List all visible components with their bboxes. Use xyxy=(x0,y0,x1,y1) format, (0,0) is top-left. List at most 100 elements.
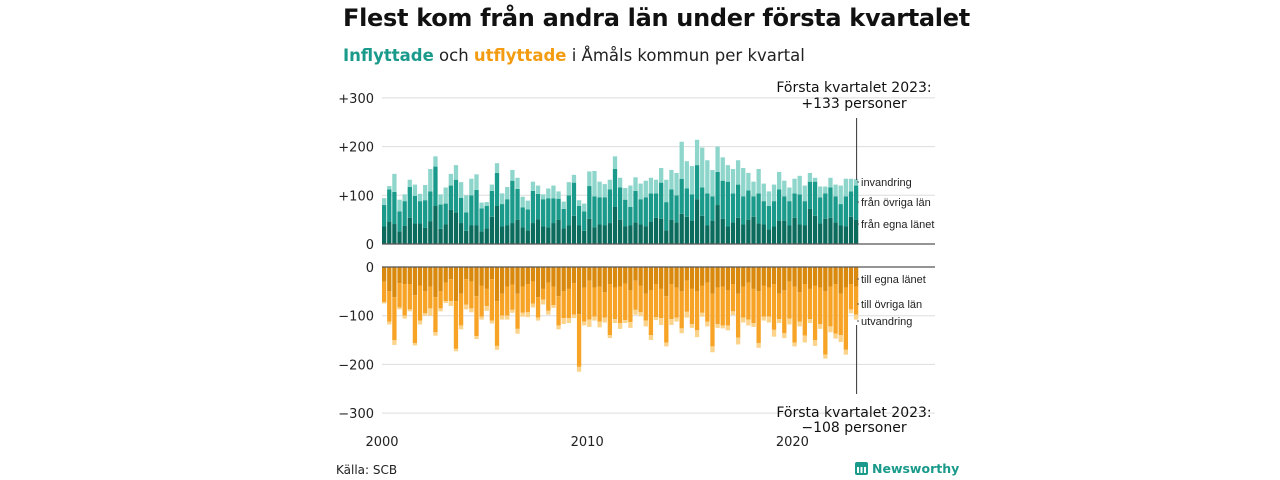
bar-in-1 xyxy=(392,191,397,225)
bar-out-2 xyxy=(823,354,828,359)
bar-out-0 xyxy=(443,267,448,283)
bar-in-0 xyxy=(812,215,818,244)
bar-out-2 xyxy=(679,328,684,334)
bar-out-1 xyxy=(392,297,397,341)
bar-out-0 xyxy=(782,267,787,291)
bar-in-0 xyxy=(684,216,689,244)
bar-in-1 xyxy=(694,165,700,200)
bar-in-1 xyxy=(766,206,772,230)
bar-in-2 xyxy=(664,179,669,203)
bar-in-0 xyxy=(643,226,648,244)
bar-out-2 xyxy=(838,335,843,342)
bar-out-0 xyxy=(407,267,412,285)
bar-in-2 xyxy=(428,169,433,192)
bar-in-0 xyxy=(499,226,505,244)
bar-out-2 xyxy=(669,319,674,325)
bar-in-1 xyxy=(720,180,725,219)
bar-in-2 xyxy=(469,178,474,196)
bar-out-1 xyxy=(843,287,848,350)
bar-in-0 xyxy=(777,220,782,244)
bar-out-1 xyxy=(689,288,695,324)
bar-in-0 xyxy=(617,219,623,244)
bar-in-2 xyxy=(571,174,577,183)
bar-in-0 xyxy=(848,216,854,244)
bar-out-2 xyxy=(756,342,761,348)
bar-out-1 xyxy=(782,290,787,334)
bar-in-2 xyxy=(838,185,843,205)
bar-out-0 xyxy=(448,267,453,280)
bar-in-2 xyxy=(561,201,566,209)
bar-in-0 xyxy=(453,212,459,244)
bar-out-1 xyxy=(853,286,859,315)
bar-out-2 xyxy=(464,304,469,310)
bar-out-1 xyxy=(453,301,459,349)
bar-in-1 xyxy=(612,169,618,207)
bar-out-1 xyxy=(828,286,833,327)
bar-out-1 xyxy=(628,290,633,323)
bar-in-1 xyxy=(643,197,648,227)
subtitle-och: och xyxy=(433,46,474,65)
bar-out-1 xyxy=(756,291,761,343)
bar-in-0 xyxy=(612,206,618,244)
bar-out-1 xyxy=(561,291,566,319)
bar-out-2 xyxy=(638,312,643,317)
bar-in-0 xyxy=(828,217,833,244)
bar-in-0 xyxy=(535,219,541,244)
bar-out-1 xyxy=(735,293,741,338)
annotation-top-line1: Första kvartalet 2023: xyxy=(776,80,931,96)
bar-in-1 xyxy=(566,195,571,226)
bar-out-0 xyxy=(525,267,530,285)
bar-in-2 xyxy=(479,202,484,209)
bar-out-0 xyxy=(735,267,741,294)
newsworthy-logo: Newsworthy xyxy=(855,461,959,476)
bar-in-1 xyxy=(484,206,489,229)
bar-out-1 xyxy=(417,285,423,321)
bar-in-2 xyxy=(782,180,787,197)
bar-in-2 xyxy=(853,179,859,186)
bar-in-0 xyxy=(407,217,412,244)
bar-in-2 xyxy=(499,193,505,205)
bar-out-2 xyxy=(648,335,654,341)
bar-in-2 xyxy=(576,200,582,207)
bar-in-1 xyxy=(756,193,761,224)
bar-out-2 xyxy=(607,335,613,339)
bar-out-0 xyxy=(761,267,766,286)
bar-out-1 xyxy=(612,287,618,320)
bar-out-1 xyxy=(469,281,474,309)
bar-in-0 xyxy=(469,225,474,244)
bar-out-0 xyxy=(720,267,725,287)
bar-out-0 xyxy=(576,267,582,315)
bar-in-2 xyxy=(648,177,654,194)
subtitle-inflyttade: Inflyttade xyxy=(343,46,434,65)
bar-out-2 xyxy=(597,321,602,328)
bar-in-2 xyxy=(720,157,725,181)
bar-out-2 xyxy=(494,345,500,350)
bar-out-2 xyxy=(561,318,566,324)
bar-out-1 xyxy=(617,286,623,324)
bar-out-2 xyxy=(443,301,448,304)
bar-out-2 xyxy=(576,366,582,372)
bar-in-0 xyxy=(587,218,592,244)
bar-out-0 xyxy=(828,267,833,287)
bar-in-1 xyxy=(499,204,505,227)
legend-label-top: från egna länet xyxy=(861,219,934,231)
bar-in-0 xyxy=(761,224,766,244)
bar-out-1 xyxy=(725,290,731,326)
bar-out-1 xyxy=(433,297,438,333)
bar-in-1 xyxy=(469,195,474,226)
bar-out-1 xyxy=(566,288,571,319)
bar-in-0 xyxy=(766,229,772,244)
bar-in-1 xyxy=(802,201,807,226)
bar-out-2 xyxy=(484,305,489,311)
subtitle-rest: i Åmåls kommun per kvartal xyxy=(566,46,805,65)
bar-in-1 xyxy=(402,201,407,226)
bar-in-2 xyxy=(448,173,453,186)
bar-in-2 xyxy=(643,180,648,198)
bar-in-2 xyxy=(541,194,546,200)
bar-out-0 xyxy=(777,267,782,294)
bar-out-0 xyxy=(453,267,459,302)
bar-in-1 xyxy=(715,171,720,206)
bar-out-1 xyxy=(448,279,453,302)
bar-in-1 xyxy=(843,196,848,227)
bar-out-0 xyxy=(674,267,679,288)
